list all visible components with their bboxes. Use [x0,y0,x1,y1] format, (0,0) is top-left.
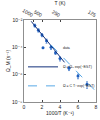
svg-text:1000/T (K⁻¹): 1000/T (K⁻¹) [46,110,74,116]
svg-text:data: data [63,46,70,50]
svg-text:2: 2 [41,104,44,110]
svg-text:125: 125 [87,9,97,18]
svg-text:1000: 1000 [22,7,35,18]
svg-text:500: 500 [33,9,43,18]
svg-text:10⁻⁶: 10⁻⁶ [12,71,22,77]
svg-text:10⁻²: 10⁻² [13,17,23,23]
svg-text:6: 6 [77,104,80,110]
svg-text:4: 4 [59,104,62,110]
svg-text:250: 250 [51,9,61,18]
svg-text:10⁻⁴: 10⁻⁴ [12,44,22,50]
svg-text:Ω_M (s⁻¹): Ω_M (s⁻¹) [5,50,11,73]
svg-text:T (K): T (K) [54,0,65,6]
svg-text:0: 0 [23,104,26,110]
svg-text:10⁻⁸: 10⁻⁸ [12,99,22,105]
svg-text:8: 8 [95,104,98,110]
svg-text:Ω = C T² exp(−E/kT): Ω = C T² exp(−E/kT) [63,84,95,88]
svg-text:Ω = Ω₀ exp(−E/kT): Ω = Ω₀ exp(−E/kT) [63,65,92,69]
